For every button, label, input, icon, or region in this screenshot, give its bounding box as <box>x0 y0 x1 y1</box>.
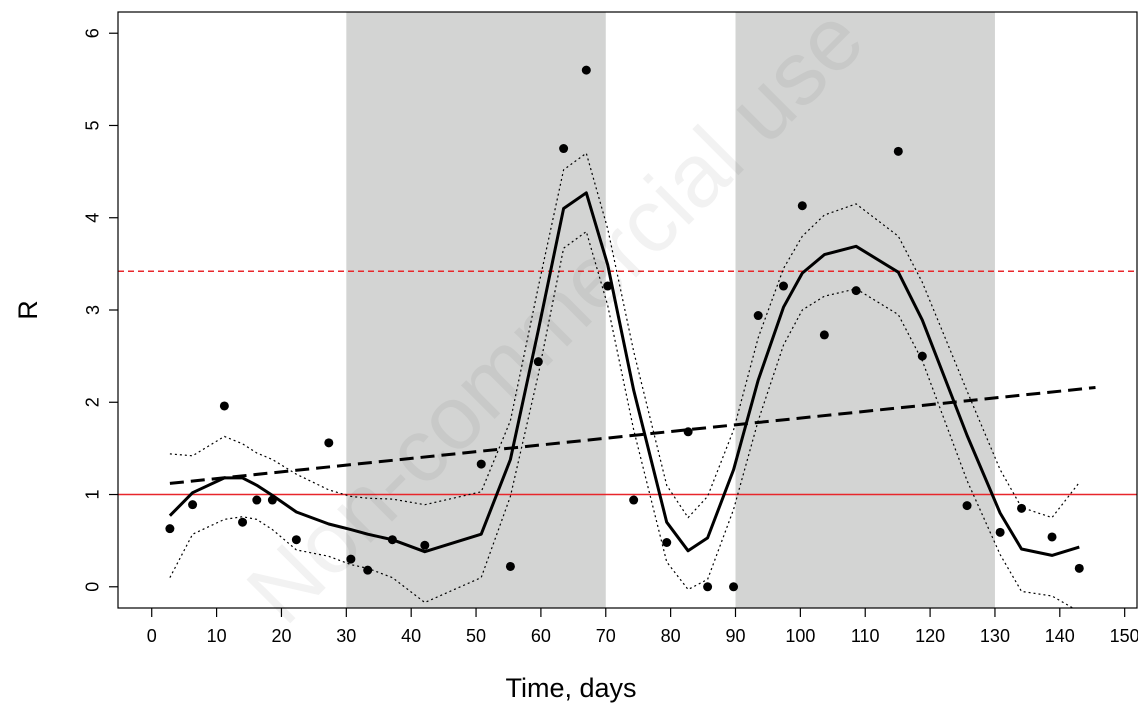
x-tick-label: 20 <box>271 626 291 646</box>
data-point <box>1047 532 1057 542</box>
line-series <box>169 386 1096 485</box>
line-series <box>168 191 1080 557</box>
data-point <box>219 401 229 411</box>
data-point <box>291 535 301 545</box>
x-tick-label: 140 <box>1045 626 1075 646</box>
y-tick-label: 4 <box>83 213 103 223</box>
x-tick-label: 70 <box>596 626 616 646</box>
x-tick-label: 0 <box>147 626 157 646</box>
data-point <box>188 500 198 510</box>
data-point <box>238 517 248 527</box>
data-point <box>581 65 591 75</box>
line-series <box>169 231 1075 608</box>
x-tick-label: 10 <box>207 626 227 646</box>
data-point <box>753 311 763 321</box>
data-point <box>851 286 861 296</box>
x-tick-label: 80 <box>661 626 681 646</box>
y-tick-label: 5 <box>83 120 103 130</box>
data-point <box>962 501 972 511</box>
data-point <box>683 427 693 437</box>
y-tick-label: 0 <box>83 582 103 592</box>
data-point <box>703 582 713 592</box>
y-axis-label: R <box>13 300 43 320</box>
data-point <box>917 351 927 361</box>
x-tick-label: 30 <box>336 626 356 646</box>
data-point <box>893 146 903 156</box>
y-tick-label: 1 <box>83 490 103 500</box>
data-point <box>476 459 486 469</box>
x-axis-label: Time, days <box>505 673 636 703</box>
x-tick-label: 110 <box>851 626 880 646</box>
data-point <box>662 537 672 547</box>
data-point <box>778 281 788 291</box>
shaded-range <box>735 12 995 608</box>
x-tick-label: 50 <box>466 626 486 646</box>
data-point <box>420 540 430 550</box>
data-point <box>363 565 373 575</box>
plot-area <box>118 12 1137 608</box>
x-tick-label: 100 <box>785 626 815 646</box>
data-point <box>165 524 175 534</box>
y-tick-label: 6 <box>83 28 103 38</box>
data-point <box>1017 503 1027 513</box>
data-point <box>797 201 807 211</box>
x-tick-label: 150 <box>1110 626 1138 646</box>
y-tick-label: 2 <box>83 397 103 407</box>
data-point <box>629 495 639 505</box>
x-tick-label: 90 <box>725 626 745 646</box>
data-point <box>729 582 739 592</box>
line-series <box>169 152 1080 519</box>
x-tick-label: 130 <box>980 626 1010 646</box>
data-point <box>559 144 569 154</box>
data-point <box>603 281 613 291</box>
data-point <box>324 438 334 448</box>
x-tick-label: 120 <box>915 626 945 646</box>
data-point <box>1074 563 1084 573</box>
y-tick-label: 3 <box>83 305 103 315</box>
shaded-range <box>346 12 606 608</box>
data-point <box>346 554 356 564</box>
data-point <box>995 527 1005 537</box>
data-point <box>819 330 829 340</box>
x-tick-label: 60 <box>531 626 551 646</box>
x-tick-label: 40 <box>401 626 421 646</box>
data-point <box>505 561 515 571</box>
data-point <box>252 495 262 505</box>
